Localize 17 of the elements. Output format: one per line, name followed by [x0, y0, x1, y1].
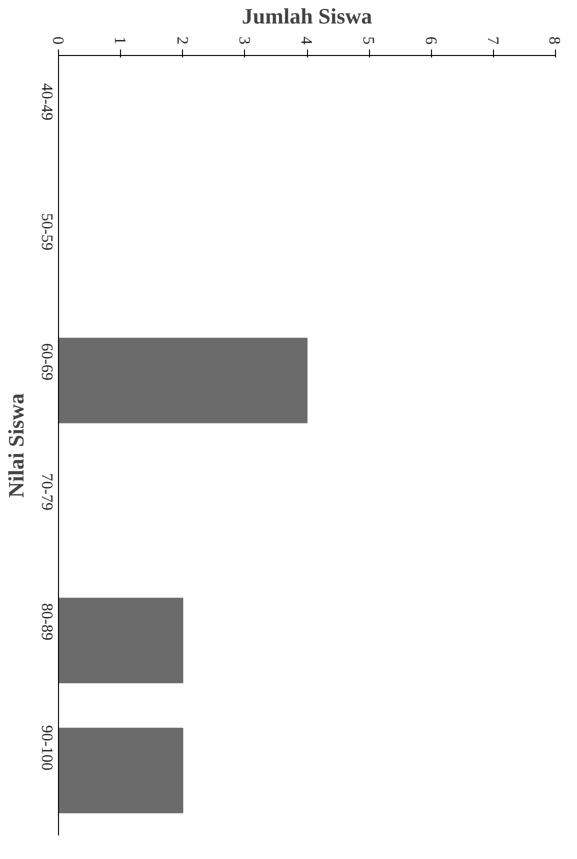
y-tick-label: 90-100: [38, 725, 55, 770]
y-tick-label: 80-89: [38, 603, 55, 640]
y-tick-label: 40-49: [38, 83, 55, 120]
x-tick-label: 6: [422, 36, 439, 44]
x-tick-label: 3: [235, 36, 252, 44]
x-tick-label: 1: [111, 36, 128, 44]
x-tick-label: 7: [484, 36, 501, 44]
y-tick-label: 50-59: [38, 213, 55, 250]
x-tick-label: 4: [298, 36, 314, 44]
y-tick-label: 70-79: [38, 473, 55, 510]
x-tick-label: 5: [360, 36, 377, 44]
x-tick-label: 8: [546, 36, 562, 44]
y-axis-title: Nilai Siswa: [4, 393, 28, 498]
x-axis-title: Jumlah Siswa: [242, 4, 372, 28]
x-tick-label: 0: [49, 36, 66, 44]
x-tick-label: 2: [173, 36, 190, 44]
y-tick-label: 60-69: [38, 343, 55, 380]
